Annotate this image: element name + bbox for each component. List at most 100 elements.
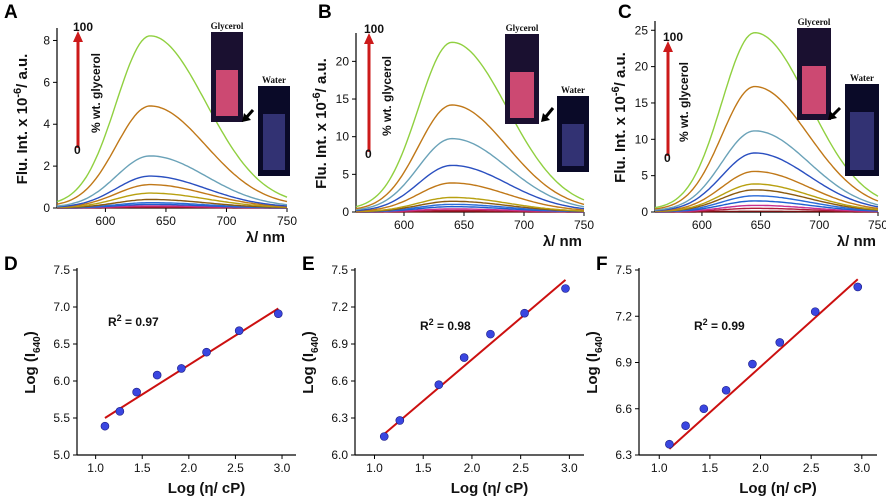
- r-squared-symbol: R: [108, 315, 117, 329]
- arrow-bottom-label: 0: [365, 147, 372, 161]
- y-tick-label: 6.9: [615, 356, 632, 370]
- x-tick-label: 1.0: [87, 461, 104, 475]
- y-tick-label: 6.6: [615, 402, 632, 416]
- y-tick-label: 6.0: [331, 448, 348, 462]
- y-axis-title-subscript: 640: [594, 336, 605, 353]
- x-tick-label: 2.5: [803, 461, 820, 475]
- y-tick-label: 6.6: [331, 374, 348, 388]
- x-tick-label: 3.0: [274, 461, 291, 475]
- x-tick-label: 650: [156, 214, 176, 228]
- water-solution: [850, 112, 874, 170]
- y-tick-label: 6.5: [53, 337, 70, 351]
- data-point: [681, 421, 690, 431]
- data-point: [810, 307, 820, 316]
- y-axis-title-tail: ): [584, 331, 601, 336]
- data-point: [379, 432, 389, 441]
- x-tick-label: 1.5: [415, 461, 432, 475]
- panel-letter-e: E: [302, 254, 315, 275]
- y-tick-label: 6.9: [331, 337, 348, 351]
- panel-d: D 1.0 1.5 2.0 2.5 3.0 5.0 5.5 6.0 6.5 7.0 7.5 Log (η…: [4, 254, 296, 497]
- y-tick-label: 15: [336, 92, 350, 106]
- y-tick-label: 20: [336, 54, 350, 68]
- spectrum-curve: [56, 155, 288, 207]
- y-tick-label: 6.3: [331, 411, 348, 425]
- y-tick-label: 10: [336, 130, 350, 144]
- data-point: [775, 338, 785, 347]
- water-caption: Water: [850, 73, 874, 83]
- fit-line: [383, 279, 567, 435]
- data-point: [665, 439, 674, 449]
- water-solution: [263, 114, 285, 170]
- panel-f: F 1.0 1.5 2.0 2.5 3.0 6.3 6.6 6.9 7.2 7.5 Log (η/ c…: [584, 254, 877, 497]
- x-tick-label: 2.5: [512, 461, 529, 475]
- spectrum-curve: [654, 189, 879, 213]
- y-axis-title-exponent: -6: [311, 92, 323, 102]
- panel-letter-b: B: [318, 2, 332, 23]
- arrow-top-label: 100: [663, 30, 683, 44]
- y-axis-title: Flu. Int. x 10-6/ a.u.: [311, 58, 330, 189]
- data-point: [202, 347, 211, 357]
- water-caption: Water: [262, 75, 286, 85]
- y-axis-title-tail: ): [22, 331, 39, 336]
- panel-a: A 600 650 700 750 0 2 4 6 8 λ/ nm Flu. Int. x 10-6/…: [4, 2, 297, 246]
- spectrum-curve: [56, 175, 288, 208]
- x-tick-label: 750: [277, 214, 297, 228]
- glycerol-solution: [216, 70, 238, 116]
- x-tick-label: 600: [692, 218, 712, 232]
- data-point: [177, 364, 186, 373]
- y-tick-label: 6.3: [615, 448, 632, 462]
- spectrum-curve: [655, 200, 879, 213]
- y-tick-label: 5: [342, 167, 349, 181]
- data-point: [486, 329, 495, 339]
- glycerol-percent-label: % wt. glycerol: [380, 56, 394, 136]
- y-tick-label: 7.5: [615, 263, 632, 277]
- x-axis-title: λ/ nm: [543, 233, 582, 250]
- data-point: [395, 416, 405, 425]
- y-tick-label: 2: [43, 159, 50, 173]
- data-point: [520, 308, 529, 318]
- inset-arrow-head: [828, 111, 837, 120]
- y-tick-label: 8: [43, 33, 50, 47]
- fit-line: [668, 278, 859, 450]
- y-tick-label: 7.2: [615, 309, 632, 323]
- spectrum-curve: [56, 183, 288, 208]
- y-tick-label: 5: [641, 169, 648, 183]
- r-squared-exponent: 2: [703, 317, 708, 327]
- y-tick-label: 0: [342, 205, 349, 219]
- data-point: [561, 284, 570, 293]
- glycerol-percent-label: % wt. glycerol: [677, 62, 691, 142]
- y-axis-title: Log (I640): [584, 331, 605, 394]
- data-point: [748, 359, 757, 369]
- spectrum-curve: [355, 104, 585, 210]
- y-tick-label: 7.5: [53, 263, 70, 277]
- spectrum-curve: [655, 195, 879, 213]
- x-axis-title: λ/ nm: [837, 233, 876, 250]
- data-point: [721, 385, 731, 395]
- panel-e: E 1.0 1.5 2.0 2.5 3.0 6.0 6.3 6.6 6.9 7.2 7.5 Log (η…: [300, 254, 584, 497]
- x-tick-label: 750: [574, 218, 594, 232]
- x-tick-label: 1.0: [651, 461, 668, 475]
- increase-arrow-head: [364, 33, 374, 44]
- y-tick-label: 7.0: [53, 300, 70, 314]
- spectrum-curve: [654, 31, 879, 209]
- spectrum-curve: [57, 192, 288, 209]
- y-tick-label: 25: [635, 23, 649, 37]
- glycerol-solution: [802, 66, 826, 114]
- y-axis-title: Log (I640): [22, 331, 43, 394]
- r-squared-exponent: 2: [429, 317, 434, 327]
- y-axis-title-subscript: 640: [32, 336, 43, 353]
- x-tick-label: 3.0: [853, 461, 870, 475]
- x-axis-title: Log (η/ cP): [168, 480, 246, 497]
- glycerol-caption: Glycerol: [506, 23, 539, 33]
- spectrum-curve: [56, 35, 288, 203]
- spectrum-curve: [355, 41, 585, 208]
- spectrum-curve: [654, 170, 879, 212]
- x-tick-label: 700: [514, 218, 534, 232]
- spectrum-curve: [355, 200, 584, 213]
- x-tick-label: 2.0: [464, 461, 481, 475]
- spectrum-curve: [356, 196, 585, 213]
- arrow-top-label: 100: [73, 20, 93, 34]
- r-squared-symbol: R: [420, 319, 429, 333]
- r-squared-label: R2 = 0.97: [108, 313, 159, 329]
- spectrum-curve: [56, 198, 288, 209]
